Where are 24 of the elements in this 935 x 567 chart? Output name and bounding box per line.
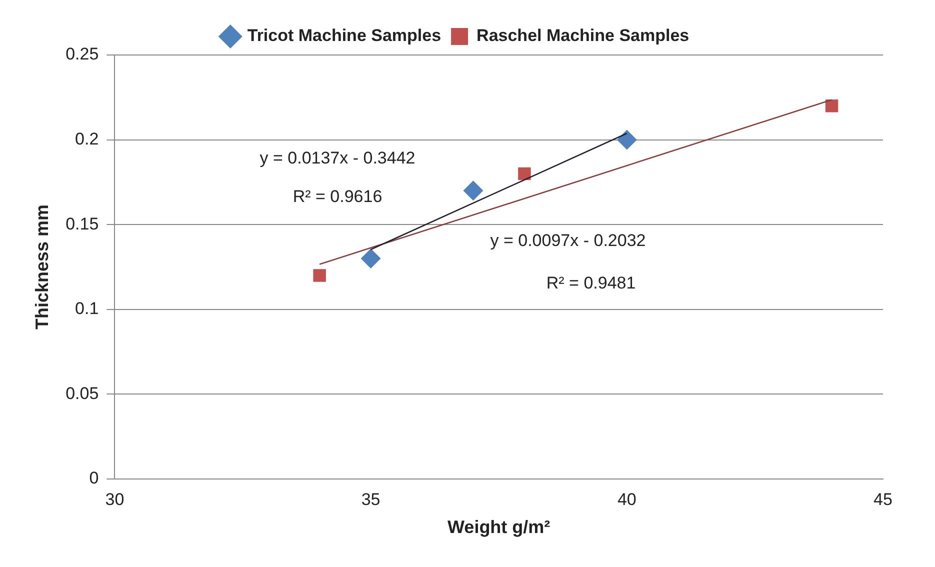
- annotation: y = 0.0097x - 0.2032: [490, 231, 646, 250]
- annotation: R² = 0.9481: [546, 274, 636, 293]
- annotation: y = 0.0137x - 0.3442: [260, 148, 416, 168]
- y-axis-title: Thickness mm: [32, 204, 52, 330]
- x-tick-label: 45: [874, 490, 892, 509]
- point: [360, 248, 381, 269]
- x-axis-title: Weight g/m²: [448, 517, 550, 538]
- point: [313, 269, 326, 282]
- y-tick-label: 0.05: [66, 384, 99, 403]
- point: [463, 180, 484, 201]
- annotation: R² = 0.9616: [292, 187, 382, 206]
- point: [616, 130, 637, 150]
- y-tick-label: 0.2: [75, 129, 99, 148]
- point: [518, 167, 531, 180]
- x-tick-label: 40: [617, 490, 636, 509]
- x-tick-label: 30: [105, 490, 124, 509]
- y-tick-label: 0: [89, 468, 99, 488]
- x-tick-label: 35: [361, 490, 380, 509]
- y-tick-label: 0.25: [66, 44, 99, 64]
- y-tick-label: 0.15: [66, 214, 99, 234]
- legend-label: Tricot Machine Samples: [247, 26, 442, 46]
- point: [825, 100, 838, 112]
- legend-label: Raschel Machine Samples: [476, 26, 690, 46]
- y-tick-label: 0.1: [75, 299, 99, 318]
